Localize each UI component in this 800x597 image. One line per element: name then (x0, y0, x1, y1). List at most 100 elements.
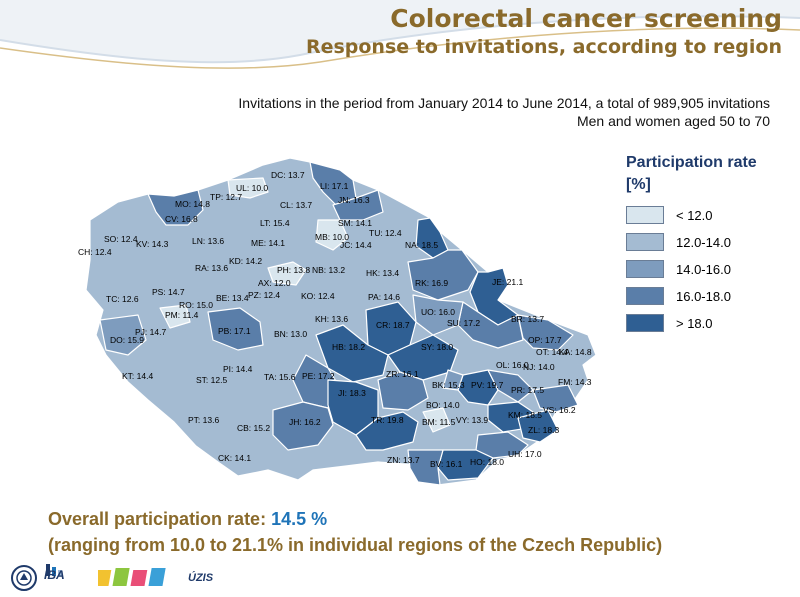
region-labels: DC: 13.7UL: 10.0 LI: 17.1 TP: 12.7MO: 14.8… (78, 170, 592, 469)
region-label: LI: 17.1 (320, 181, 349, 191)
region-label: BV: 16.1 (430, 459, 463, 469)
region-label: CL: 13.7 (280, 200, 312, 210)
legend-title: Participation rate (626, 154, 757, 171)
description-line-1: Invitations in the period from January 2… (238, 95, 770, 111)
region-label: OL: 16.0 (496, 360, 529, 370)
region-label: TR: 19.8 (371, 415, 404, 425)
region-label: CK: 14.1 (218, 453, 251, 463)
region-label: VS: 16.2 (543, 405, 576, 415)
region-shape-tr (355, 411, 419, 451)
legend-label: < 12.0 (676, 207, 713, 223)
region-label: SM: 14.1 (338, 218, 372, 228)
region-label: TC: 12.6 (106, 294, 139, 304)
region-label: BN: 13.0 (274, 329, 307, 339)
description-line-2: Men and women aged 50 to 70 (576, 113, 770, 129)
region-label: ZL: 18.3 (528, 425, 559, 435)
uzis-logo-text: ÚZIS (188, 572, 214, 584)
region-label: CH: 12.4 (78, 247, 112, 257)
region-label: SO: 12.4 (104, 234, 138, 244)
footer-logos: IBA ÚZIS (6, 560, 246, 594)
region-label: MO: 14.8 (175, 199, 210, 209)
region-label: CV: 16.8 (165, 214, 198, 224)
region-shape-je (469, 267, 519, 326)
legend-item: 14.0-16.0 (626, 257, 796, 281)
region-shape-jh (272, 401, 334, 451)
region-label: JC: 14.4 (340, 240, 372, 250)
region-shape-op (517, 314, 574, 351)
region-label: PT: 13.6 (188, 415, 219, 425)
region-label: LN: 13.6 (192, 236, 224, 246)
region-label: SY: 18.0 (421, 342, 453, 352)
region-label: KO: 12.4 (301, 291, 335, 301)
region-label: BO: 14.0 (426, 400, 460, 410)
region-label: JE: 21.1 (492, 277, 523, 287)
legend-label: > 18.0 (676, 315, 713, 331)
region-shape-bv (407, 449, 444, 486)
legend-label: 14.0-16.0 (676, 261, 731, 277)
region-shape-cv (147, 189, 204, 226)
region-label: NJ: 14.0 (523, 362, 555, 372)
region-label: JN: 16.3 (338, 195, 370, 205)
legend-swatch (626, 287, 664, 305)
region-label: BR: 13.7 (511, 314, 544, 324)
legend-swatch (626, 314, 664, 332)
region-label: TP: 12.7 (210, 192, 242, 202)
region-label: KM: 18.5 (508, 410, 542, 420)
region-label: KA: 14.8 (559, 347, 592, 357)
region-label: UO: 16.0 (421, 307, 455, 317)
legend: Participation rate [%] < 12.0 12.0-14.0 … (626, 152, 796, 335)
region-shape-hb (315, 324, 389, 383)
region-shape-zr (377, 371, 429, 411)
legend-item: < 12.0 (626, 203, 796, 227)
page-title: Colorectal cancer screening (390, 4, 782, 33)
iba-logo-icon (46, 564, 62, 576)
region-label: BE: 13.4 (216, 293, 249, 303)
region-label: JH: 16.2 (289, 417, 321, 427)
region-shape-su (457, 301, 524, 349)
legend-swatch (626, 206, 664, 224)
region-label: PZ: 12.4 (248, 290, 280, 300)
region-label: MB: 10.0 (315, 232, 349, 242)
legend-swatch (626, 260, 664, 278)
legend-label: 12.0-14.0 (676, 234, 731, 250)
region-label: KT: 14.4 (122, 371, 153, 381)
region-shape-pb (207, 307, 264, 351)
region-label: DC: 13.7 (271, 170, 305, 180)
region-label: NB: 13.2 (312, 265, 345, 275)
region-label: CB: 15.2 (237, 423, 270, 433)
region-shape-ul (227, 177, 269, 199)
region-label: JI: 18.3 (338, 388, 366, 398)
region-label: NA: 18.5 (405, 240, 438, 250)
region-label: PA: 14.6 (368, 292, 400, 302)
rate-range-note: (ranging from 10.0 to 21.1% in individua… (48, 535, 663, 555)
region-label: HK: 13.4 (366, 268, 399, 278)
region-shape-mb (315, 219, 349, 251)
region-label: PS: 14.7 (152, 287, 185, 297)
overall-rate-value: 14.5 % (271, 509, 328, 529)
region-label: SU: 17.2 (447, 318, 480, 328)
region-label: VY: 13.9 (456, 415, 488, 425)
region-label: OT: 14.4 (536, 347, 568, 357)
region-label: ZR: 16.1 (386, 369, 419, 379)
region-label: TU: 12.4 (369, 228, 402, 238)
region-label: PI: 14.4 (223, 364, 253, 374)
region-label: PJ: 14.7 (135, 327, 166, 337)
region-shape-ph (267, 261, 307, 286)
region-label: UH: 17.0 (508, 449, 542, 459)
region-label: DO: 15.9 (110, 335, 144, 345)
region-label: RO: 15.0 (179, 300, 213, 310)
region-label: UL: 10.0 (236, 183, 268, 193)
region-shape-bm (422, 407, 451, 433)
region-label: ZN: 13.7 (387, 455, 420, 465)
legend-item: > 18.0 (626, 311, 796, 335)
region-label: HB: 18.2 (332, 342, 365, 352)
iba-logo-text: IBA (44, 568, 65, 582)
region-label: KD: 14.2 (229, 256, 262, 266)
region-label: BM: 11.5 (422, 417, 456, 427)
region-label: BK: 15.3 (432, 380, 465, 390)
legend-swatch (626, 233, 664, 251)
region-label: CR: 18.7 (376, 320, 410, 330)
overall-rate-label: Overall participation rate: (48, 509, 267, 529)
region-label: HO: 18.0 (470, 457, 504, 467)
region-label: TA: 15.6 (264, 372, 296, 382)
